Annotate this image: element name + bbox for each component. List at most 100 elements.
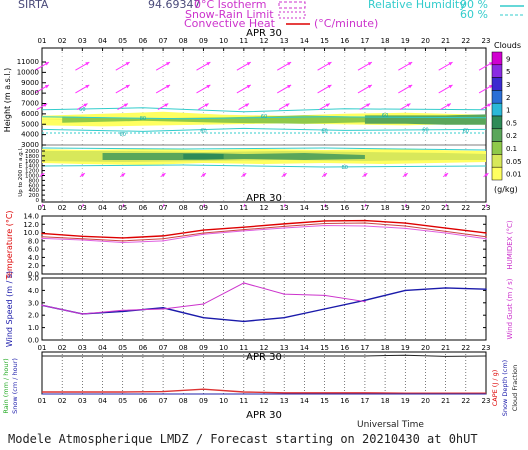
rh-contours: 60 80 60 60 60 60 60 60 80 60 (41, 107, 487, 171)
series-point (81, 235, 84, 238)
colorbar-label: 0.05 (506, 158, 522, 166)
ylabel-cape: CAPE (J / g) (491, 370, 499, 407)
hour-label: 20 (421, 204, 430, 212)
series-point (162, 235, 164, 237)
ytick-label: 12.0 (23, 221, 39, 229)
colorbar-swatch (491, 128, 503, 142)
legend-conv-unit: (°C/minute) (314, 17, 379, 30)
hour-label: 03 (78, 204, 87, 212)
hour-label: 17 (360, 37, 369, 45)
hour-label: 16 (340, 204, 349, 212)
panel-clouds-xticks (41, 48, 487, 51)
hour-label: 21 (441, 397, 450, 405)
hour-label: 16 (340, 397, 349, 405)
series-point (41, 232, 43, 235)
series-point (41, 237, 43, 240)
series-point (121, 310, 124, 313)
wind-arrow-head (83, 103, 88, 107)
series-point (121, 240, 124, 242)
hour-label: 19 (401, 344, 410, 352)
series-line (41, 225, 487, 244)
wind-arrow-head (121, 173, 126, 177)
series-point (202, 229, 205, 231)
ytick-label: 1000 (25, 174, 39, 180)
ytick-label: 2.0 (28, 262, 39, 270)
ytick-label: 200 (29, 193, 40, 199)
surface-wind-tick (41, 203, 44, 208)
hour-label: 23 (482, 344, 491, 352)
hour-label: 13 (280, 204, 289, 212)
colorbar-label: 2 (506, 94, 510, 102)
series-point (364, 219, 366, 222)
panel-clouds-yticks: 1100010000900080007000600050004000300020… (17, 58, 46, 204)
colorbar-label: 1 (506, 107, 510, 115)
wind-arrow-head (166, 62, 171, 66)
hour-label: 10 (219, 344, 228, 352)
series-point (364, 300, 366, 303)
series-point (485, 237, 487, 240)
ylabel-humidex: HUMIDEX (°C) (506, 220, 514, 269)
hour-label: 04 (98, 204, 107, 212)
hour-label: 08 (179, 37, 188, 45)
ytick-label: 600 (29, 183, 40, 189)
surface-wind-tick (324, 203, 327, 208)
ytick-label: 2000 (25, 149, 39, 155)
series-line (41, 222, 487, 242)
series-point (404, 225, 407, 227)
wind-arrow-head (367, 84, 372, 89)
ytick-label: 10000 (17, 68, 39, 76)
hour-label: 01 (38, 204, 47, 212)
hour-label: 11 (239, 37, 248, 45)
hour-labels: 01 02 03 04 05 06 07 08 09 10 11 12 13 14 15 16 17 18 19 20… (38, 37, 491, 405)
hour-label: 04 (98, 344, 107, 352)
wind-arrow-head (80, 173, 85, 177)
hour-label: 05 (118, 204, 127, 212)
wind-arrow-head (444, 173, 449, 177)
colorbar-swatch (491, 141, 503, 155)
colorbar-swatch (491, 64, 503, 78)
wind-arrow-head (327, 62, 332, 66)
legend-rh-60: 60 % (460, 8, 488, 21)
wind-arrow-head (246, 62, 251, 66)
hour-label: 18 (381, 344, 390, 352)
rh-label: 60 (261, 114, 267, 120)
ytick-label: 2.0 (28, 312, 39, 320)
hour-label: 13 (280, 344, 289, 352)
series-point (202, 233, 205, 236)
hour-label: 10 (219, 397, 228, 405)
rh-label: 80 (140, 116, 146, 122)
wind-arrow-head (201, 173, 206, 177)
panel-temperature: 14.012.010.08.06.04.02.00.0 (23, 213, 487, 279)
date-label: APR 30 (246, 28, 282, 39)
series-point (41, 304, 43, 307)
hour-label: 02 (58, 204, 67, 212)
wind-arrow-head (325, 103, 330, 107)
series-point (444, 232, 447, 234)
ylabel-temperature: Temperature (°C) (5, 210, 14, 280)
ylabel-rain: Rain (mm / hour) (2, 358, 10, 413)
series-point (364, 299, 366, 302)
ytick-label: 1800 (25, 154, 39, 160)
wind-arrow-head (408, 84, 413, 89)
hour-label: 06 (138, 344, 147, 352)
rh-label: 60 (79, 107, 85, 113)
colorbar-label: 9 (506, 55, 510, 63)
series-point (485, 288, 487, 290)
wind-arrow-head (164, 103, 169, 107)
colorbar-swatch (491, 51, 503, 66)
header-legend-swatches (278, 1, 524, 25)
colorbar-label: 0.5 (506, 119, 517, 127)
footer-text: Modele Atmospherique LMDZ / Forecast sta… (8, 432, 478, 446)
colorbar-label: 0.1 (506, 145, 517, 153)
series-line (42, 388, 486, 394)
hour-label: 21 (441, 37, 450, 45)
rh-contour-60 (41, 164, 487, 168)
cloud-lower-core (183, 154, 224, 159)
ylabel-agl: Up to 200 m a.g.l. (18, 147, 24, 197)
series-point (323, 222, 326, 225)
wind-arrow-head (484, 173, 489, 177)
series-point (485, 235, 487, 238)
ylabel-snow-depth: Snow Depth (cm) (501, 360, 509, 416)
rh-label: 60 (463, 128, 469, 134)
ytick-label: 1600 (25, 159, 39, 165)
